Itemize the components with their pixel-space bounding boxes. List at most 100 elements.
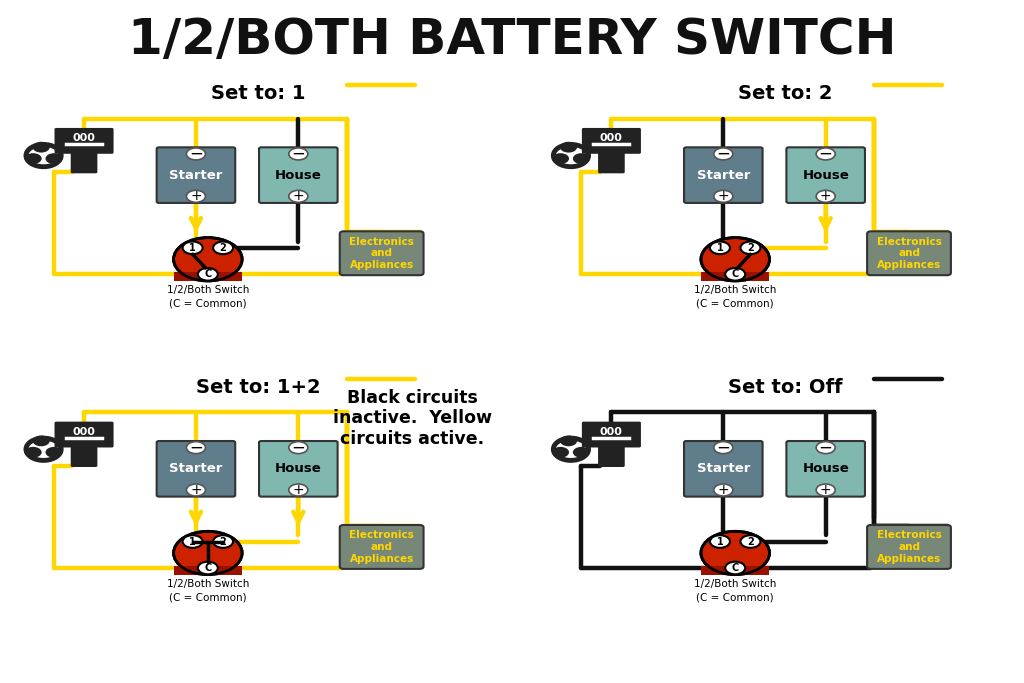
- Circle shape: [33, 436, 50, 446]
- Text: Set to: 1+2: Set to: 1+2: [196, 378, 321, 397]
- FancyBboxPatch shape: [684, 148, 763, 203]
- FancyBboxPatch shape: [598, 446, 625, 467]
- Text: Set to: Off: Set to: Off: [728, 378, 843, 397]
- Text: 2: 2: [220, 537, 226, 546]
- Text: +: +: [293, 483, 304, 497]
- FancyBboxPatch shape: [700, 272, 769, 281]
- Text: Set to: 2: Set to: 2: [738, 84, 833, 103]
- FancyBboxPatch shape: [867, 232, 951, 275]
- Text: Starter: Starter: [169, 169, 222, 182]
- Circle shape: [182, 242, 203, 254]
- FancyBboxPatch shape: [259, 441, 338, 497]
- FancyBboxPatch shape: [71, 152, 97, 173]
- FancyBboxPatch shape: [71, 446, 97, 467]
- Circle shape: [25, 153, 42, 164]
- Text: Black circuits
inactive.  Yellow
circuits active.: Black circuits inactive. Yellow circuits…: [333, 389, 492, 448]
- Text: 1: 1: [717, 537, 723, 546]
- Text: 1/2/Both Switch: 1/2/Both Switch: [167, 579, 249, 589]
- Circle shape: [213, 535, 233, 548]
- Text: 1/2/BOTH BATTERY SWITCH: 1/2/BOTH BATTERY SWITCH: [128, 16, 896, 64]
- Text: 1/2/Both Switch: 1/2/Both Switch: [694, 579, 776, 589]
- Text: 000: 000: [73, 133, 95, 143]
- Circle shape: [289, 484, 308, 496]
- Circle shape: [186, 484, 206, 496]
- Text: 000: 000: [600, 427, 623, 437]
- Text: 1: 1: [189, 537, 196, 546]
- Circle shape: [289, 442, 308, 454]
- Circle shape: [198, 561, 218, 574]
- Text: 2: 2: [748, 537, 754, 546]
- Circle shape: [198, 268, 218, 281]
- Text: C: C: [204, 269, 212, 279]
- FancyBboxPatch shape: [700, 566, 769, 574]
- FancyBboxPatch shape: [340, 525, 424, 569]
- Circle shape: [714, 191, 733, 202]
- FancyBboxPatch shape: [867, 525, 951, 569]
- Text: House: House: [274, 462, 322, 475]
- Text: (C = Common): (C = Common): [696, 592, 774, 602]
- Circle shape: [714, 442, 733, 454]
- Circle shape: [33, 142, 50, 152]
- Text: −: −: [819, 145, 833, 163]
- Text: 000: 000: [73, 427, 95, 437]
- Text: −: −: [189, 438, 203, 457]
- Circle shape: [700, 238, 769, 281]
- FancyBboxPatch shape: [54, 421, 114, 447]
- Circle shape: [289, 191, 308, 202]
- Circle shape: [740, 242, 761, 254]
- Text: Starter: Starter: [696, 169, 750, 182]
- Circle shape: [816, 148, 836, 160]
- Text: Electronics
and
Appliances: Electronics and Appliances: [349, 236, 414, 270]
- Circle shape: [552, 153, 569, 164]
- FancyBboxPatch shape: [157, 441, 236, 497]
- Text: −: −: [292, 145, 305, 163]
- Text: Electronics
and
Appliances: Electronics and Appliances: [877, 530, 941, 563]
- Text: Set to: 1: Set to: 1: [211, 84, 305, 103]
- Circle shape: [740, 535, 761, 548]
- Circle shape: [182, 535, 203, 548]
- Circle shape: [714, 148, 733, 160]
- Circle shape: [816, 191, 836, 202]
- Circle shape: [725, 268, 745, 281]
- Text: C: C: [731, 563, 739, 573]
- Circle shape: [572, 153, 590, 164]
- Circle shape: [289, 148, 308, 160]
- FancyBboxPatch shape: [54, 128, 114, 154]
- Circle shape: [560, 436, 578, 446]
- Circle shape: [560, 142, 578, 152]
- Circle shape: [725, 561, 745, 574]
- Circle shape: [710, 535, 730, 548]
- Circle shape: [173, 238, 242, 281]
- Text: (C = Common): (C = Common): [696, 298, 774, 308]
- Circle shape: [710, 242, 730, 254]
- Circle shape: [552, 447, 569, 458]
- Text: House: House: [802, 169, 849, 182]
- Text: 000: 000: [600, 133, 623, 143]
- FancyBboxPatch shape: [786, 148, 865, 203]
- Text: 2: 2: [220, 243, 226, 253]
- Text: +: +: [190, 483, 202, 497]
- Text: +: +: [718, 483, 729, 497]
- FancyBboxPatch shape: [684, 441, 763, 497]
- Circle shape: [173, 531, 242, 574]
- FancyBboxPatch shape: [582, 421, 641, 447]
- Text: −: −: [717, 438, 730, 457]
- Circle shape: [45, 153, 62, 164]
- Text: Starter: Starter: [169, 462, 222, 475]
- Text: +: +: [820, 483, 831, 497]
- Circle shape: [816, 484, 836, 496]
- Text: Starter: Starter: [696, 462, 750, 475]
- Text: 1: 1: [717, 243, 723, 253]
- Circle shape: [45, 447, 62, 458]
- Text: Electronics
and
Appliances: Electronics and Appliances: [349, 530, 414, 563]
- Circle shape: [700, 531, 769, 574]
- Text: 1: 1: [189, 243, 196, 253]
- FancyBboxPatch shape: [582, 128, 641, 154]
- Text: −: −: [717, 145, 730, 163]
- Circle shape: [25, 447, 42, 458]
- Text: C: C: [204, 563, 212, 573]
- Circle shape: [714, 484, 733, 496]
- FancyBboxPatch shape: [173, 566, 242, 574]
- Text: C: C: [731, 269, 739, 279]
- Text: House: House: [274, 169, 322, 182]
